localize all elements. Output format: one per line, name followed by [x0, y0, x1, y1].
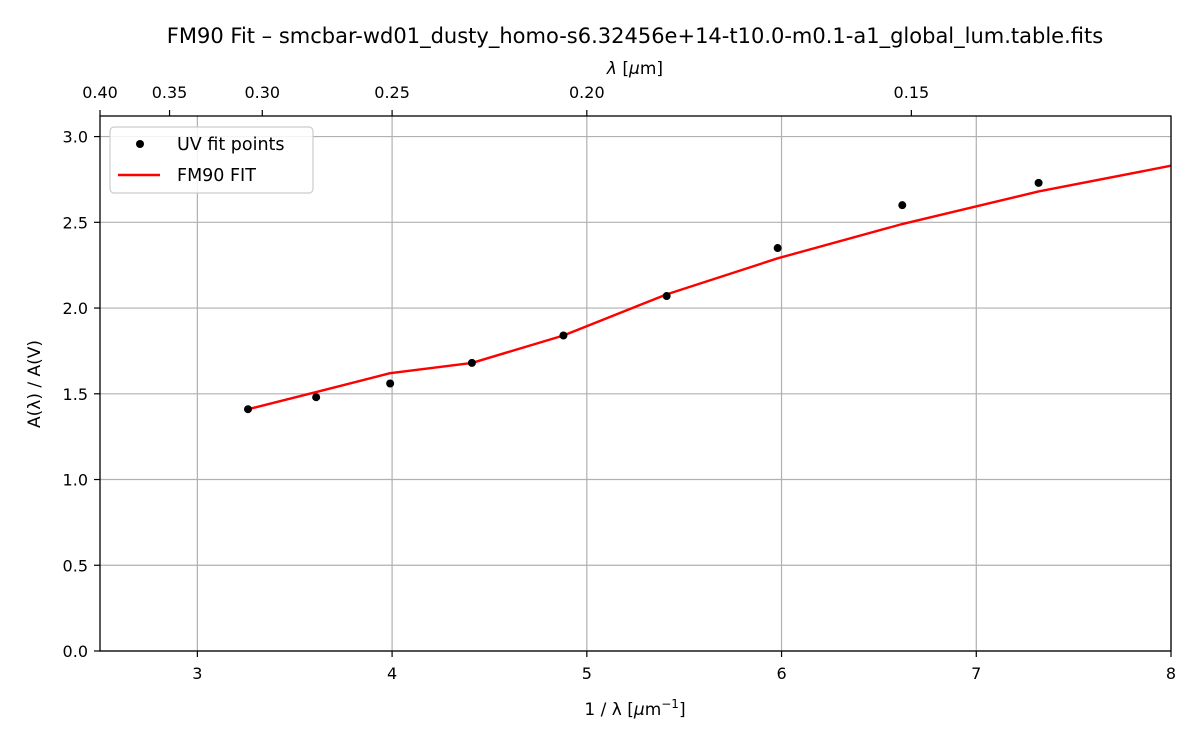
x-axis-ticks: 3 4 5 6 7 8	[192, 651, 1176, 683]
series-scatter-uv-fit-points	[243, 178, 1043, 414]
top-tick-label: 0.40	[82, 83, 118, 102]
top-axis-label-lambda: λ	[606, 59, 617, 79]
x-tick-label: 3	[192, 664, 202, 683]
top-axis-label: λ [μm]	[606, 59, 663, 79]
y-tick-label: 2.0	[63, 299, 88, 318]
uv-fit-point	[312, 393, 321, 402]
x-tick-label: 8	[1166, 664, 1176, 683]
top-axis-label-mu: μ	[628, 59, 640, 79]
y-axis-ticks: 0.0 0.5 1.0 1.5 2.0 2.5 3.0	[63, 128, 100, 661]
y-tick-label: 2.5	[63, 213, 88, 232]
uv-fit-point	[662, 292, 671, 301]
y-tick-label: 0.5	[63, 556, 88, 575]
legend-label-fm90-fit: FM90 FIT	[177, 166, 256, 186]
x-tick-label: 4	[387, 664, 397, 683]
top-axis-ticks: 0.40 0.35 0.30 0.25 0.20 0.15	[82, 83, 929, 116]
uv-fit-point	[386, 379, 395, 388]
top-tick-label: 0.30	[244, 83, 280, 102]
top-tick-label: 0.20	[569, 83, 605, 102]
y-tick-label: 1.5	[63, 385, 88, 404]
x-tick-label: 5	[582, 664, 592, 683]
uv-fit-point	[898, 201, 907, 210]
uv-fit-point	[243, 405, 252, 414]
chart-title: FM90 Fit – smcbar-wd01_dusty_homo-s6.324…	[167, 24, 1103, 49]
top-axis-label-open: [	[617, 59, 629, 79]
x-axis-label-close: ]	[679, 700, 686, 720]
series-line-fm90-fit	[247, 164, 1172, 411]
y-tick-label: 0.0	[63, 642, 88, 661]
plot-frame	[99, 115, 1172, 652]
uv-fit-point	[1034, 178, 1043, 187]
legend-box	[109, 126, 314, 194]
top-axis-label-unit: m]	[640, 59, 663, 79]
legend-label-uv-fit-points: UV fit points	[177, 135, 285, 155]
x-axis-label-unit: m	[645, 700, 662, 720]
legend-marker-uv-fit-points	[136, 140, 144, 148]
legend: UV fit points FM90 FIT	[109, 126, 314, 194]
uv-fit-point	[467, 358, 476, 367]
y-axis-label: A(λ) / A(V)	[25, 340, 45, 428]
top-tick-label: 0.15	[894, 83, 930, 102]
top-tick-label: 0.35	[152, 83, 188, 102]
x-tick-label: 6	[776, 664, 786, 683]
uv-fit-point	[773, 244, 782, 253]
fm90-fit-line	[247, 164, 1172, 411]
x-axis-label-mu: μ	[633, 700, 645, 720]
grid	[100, 116, 1172, 652]
x-tick-label: 7	[971, 664, 981, 683]
uv-fit-point	[559, 331, 568, 340]
top-tick-label: 0.25	[374, 83, 410, 102]
y-tick-label: 3.0	[63, 128, 88, 147]
x-axis-label-text: 1 / λ [	[584, 700, 633, 720]
x-axis-label-exponent: −1	[661, 697, 679, 711]
y-tick-label: 1.0	[63, 471, 88, 490]
x-axis-label: 1 / λ [μm−1]	[584, 697, 685, 720]
